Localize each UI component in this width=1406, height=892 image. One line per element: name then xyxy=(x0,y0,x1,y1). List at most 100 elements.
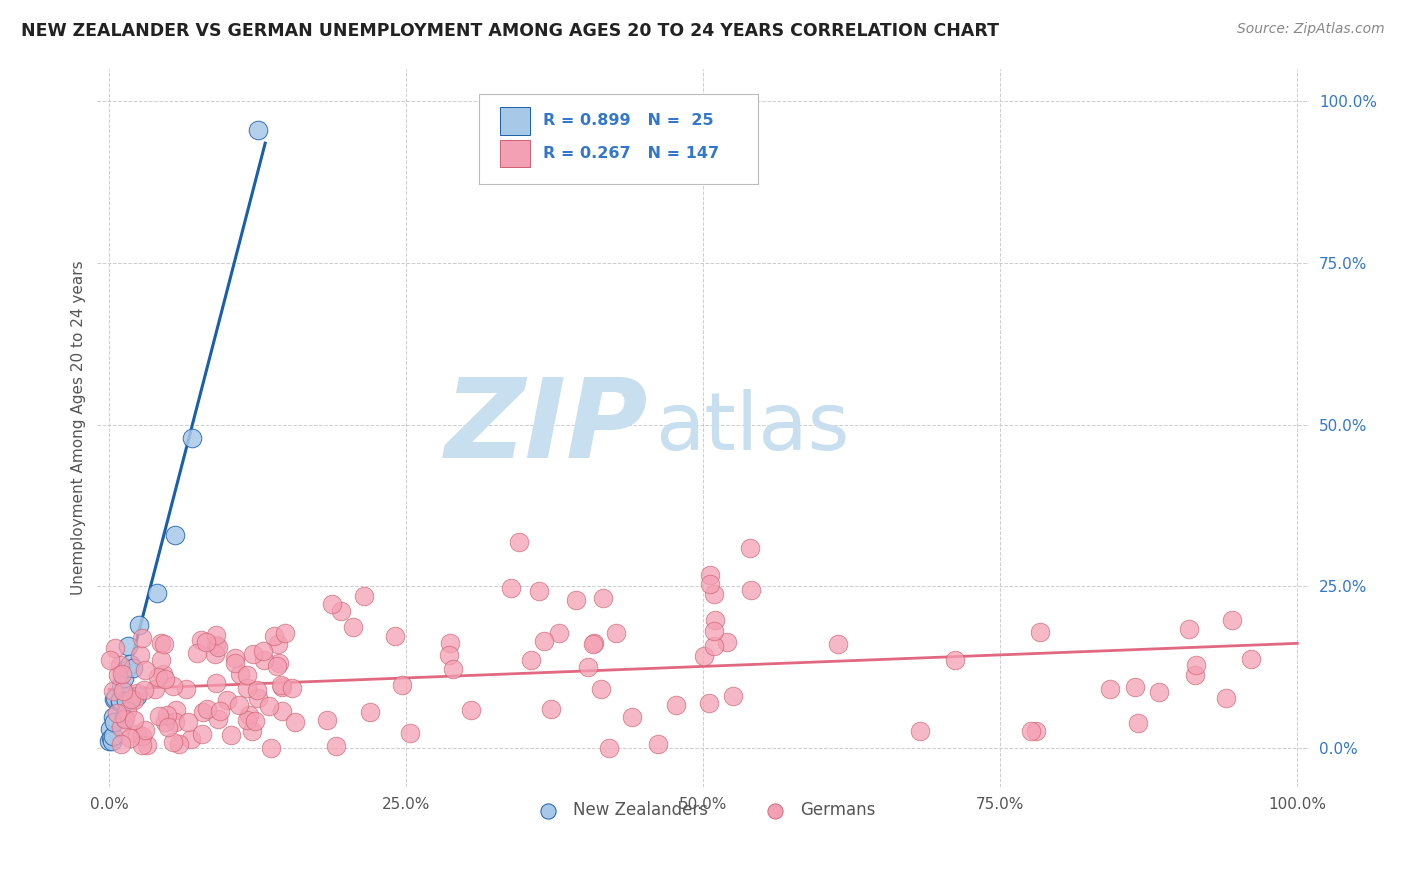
Point xyxy=(270,678,292,692)
Point xyxy=(740,582,762,597)
Point xyxy=(174,681,197,696)
Point xyxy=(738,541,761,556)
Point xyxy=(115,704,138,718)
Point xyxy=(179,732,201,747)
Point xyxy=(908,723,931,738)
Y-axis label: Unemployment Among Ages 20 to 24 years: Unemployment Among Ages 20 to 24 years xyxy=(72,260,86,595)
Point xyxy=(316,713,339,727)
Point xyxy=(353,589,375,603)
Point xyxy=(110,720,132,734)
Point xyxy=(118,731,141,745)
Point xyxy=(108,658,131,673)
Point xyxy=(703,587,725,601)
Point xyxy=(263,629,285,643)
Text: Source: ZipAtlas.com: Source: ZipAtlas.com xyxy=(1237,22,1385,37)
Point xyxy=(437,648,460,662)
Point xyxy=(943,653,966,667)
Point xyxy=(271,704,294,718)
Point xyxy=(246,691,269,706)
Point xyxy=(150,653,173,667)
Point xyxy=(115,661,138,675)
Point xyxy=(152,637,174,651)
Point xyxy=(100,731,122,745)
Point xyxy=(111,684,134,698)
Point xyxy=(508,535,530,549)
Point xyxy=(128,618,150,632)
Point xyxy=(176,714,198,729)
Point xyxy=(217,692,239,706)
Point xyxy=(103,709,125,723)
Point xyxy=(1215,691,1237,706)
Point xyxy=(1185,658,1208,673)
Point xyxy=(207,712,229,726)
Bar xyxy=(499,107,530,135)
Point xyxy=(122,661,145,675)
Point xyxy=(98,652,121,666)
Point xyxy=(246,123,269,137)
Point xyxy=(194,635,217,649)
Point xyxy=(156,708,179,723)
Point xyxy=(101,729,124,743)
Text: R = 0.899   N =  25: R = 0.899 N = 25 xyxy=(543,113,714,128)
Point xyxy=(501,582,523,596)
Point xyxy=(260,740,283,755)
Point xyxy=(716,635,738,649)
Point xyxy=(112,711,135,725)
Point xyxy=(204,628,226,642)
Text: NEW ZEALANDER VS GERMAN UNEMPLOYMENT AMONG AGES 20 TO 24 YEARS CORRELATION CHART: NEW ZEALANDER VS GERMAN UNEMPLOYMENT AMO… xyxy=(21,22,1000,40)
Point xyxy=(1019,723,1042,738)
Point xyxy=(224,657,246,671)
Point xyxy=(591,681,613,696)
Point xyxy=(267,637,290,651)
Point xyxy=(520,652,543,666)
Point xyxy=(110,678,132,692)
Point xyxy=(134,723,156,737)
Point xyxy=(240,724,263,739)
Point xyxy=(110,737,132,751)
Point xyxy=(721,689,744,703)
Point xyxy=(236,681,259,695)
Point xyxy=(128,648,150,662)
Point xyxy=(242,647,264,661)
Point xyxy=(112,671,135,685)
Point xyxy=(647,738,669,752)
Point xyxy=(576,660,599,674)
Point xyxy=(1099,681,1122,696)
Point xyxy=(224,651,246,665)
Point xyxy=(284,715,307,730)
Point xyxy=(704,613,727,627)
Point xyxy=(157,720,180,734)
Point xyxy=(125,689,148,703)
Point xyxy=(703,624,725,639)
Point xyxy=(399,726,422,740)
Point xyxy=(267,657,290,671)
Point xyxy=(533,633,555,648)
Point xyxy=(665,698,688,713)
Point xyxy=(209,704,232,718)
Point xyxy=(439,636,461,650)
Point xyxy=(441,662,464,676)
Point xyxy=(699,567,721,582)
Point xyxy=(104,691,127,706)
Point xyxy=(252,644,274,658)
Point xyxy=(131,738,153,752)
Point xyxy=(108,693,131,707)
Point xyxy=(136,739,159,753)
Point xyxy=(581,637,603,651)
Point xyxy=(162,679,184,693)
Point xyxy=(693,649,716,664)
Point xyxy=(143,681,166,696)
Point xyxy=(104,640,127,655)
Point xyxy=(238,707,260,722)
Point xyxy=(325,739,347,753)
Point xyxy=(125,686,148,700)
Point xyxy=(205,676,228,690)
Point xyxy=(120,691,142,706)
Point xyxy=(146,670,169,684)
Point xyxy=(391,678,413,692)
Point xyxy=(592,591,614,605)
Point xyxy=(145,586,167,600)
FancyBboxPatch shape xyxy=(479,94,758,184)
Point xyxy=(107,667,129,681)
Point xyxy=(219,729,242,743)
